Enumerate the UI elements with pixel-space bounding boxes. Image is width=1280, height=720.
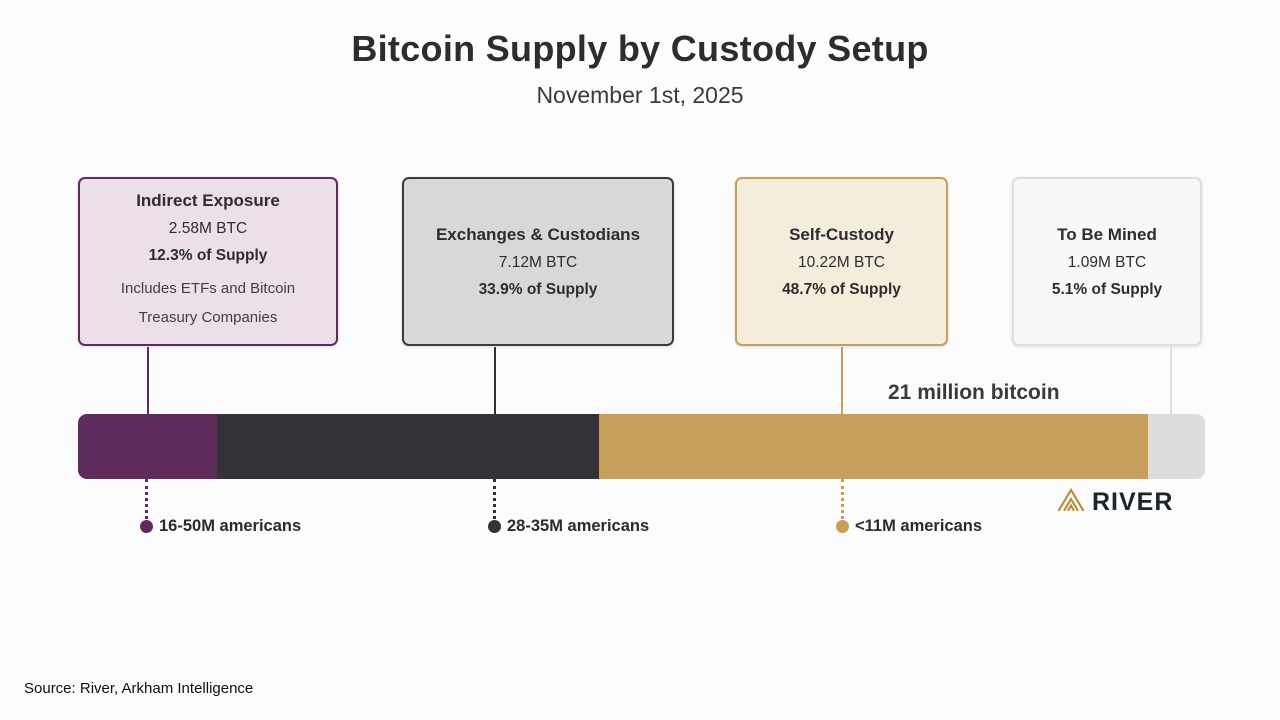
annotation-dot (488, 520, 501, 533)
card-btc-amount: 10.22M BTC (797, 253, 885, 271)
card-supply-percent: 12.3% of Supply (148, 246, 268, 264)
card-connector-line (841, 347, 843, 414)
annotation-dot (836, 520, 849, 533)
bar-segment-exchanges-custodians (216, 414, 599, 479)
card-supply-percent: 48.7% of Supply (782, 280, 901, 298)
custody-card-indirect-exposure: Indirect Exposure 2.58M BTC 12.3% of Suppl… (78, 177, 338, 346)
annotation-label: 28-35M americans (507, 517, 650, 535)
card-title: Exchanges & Custodians (435, 224, 641, 244)
river-logo: RIVER (1056, 487, 1173, 517)
page-subtitle: November 1st, 2025 (536, 82, 744, 108)
card-connector-line (1170, 347, 1172, 414)
card-btc-amount: 7.12M BTC (498, 253, 578, 271)
card-btc-amount: 1.09M BTC (1067, 253, 1147, 271)
card-title: Indirect Exposure (136, 190, 280, 210)
annotation-label: <11M americans (855, 517, 983, 535)
card-btc-amount: 2.58M BTC (168, 219, 248, 237)
card-supply-percent: 5.1% of Supply (1051, 280, 1163, 298)
supply-bar (78, 414, 1205, 479)
card-title: Self-Custody (789, 224, 894, 244)
annotation-dotted-line (841, 479, 844, 519)
bar-segment-to-be-mined (1147, 414, 1205, 479)
custody-card-exchanges-custodians: Exchanges & Custodians 7.12M BTC 33.9% of … (402, 177, 674, 346)
bar-segment-self-custody (598, 414, 1148, 479)
card-connector-line (494, 347, 496, 414)
annotation-label: 16-50M americans (159, 517, 302, 535)
annotation-dotted-line (145, 479, 148, 519)
river-mountain-icon (1056, 487, 1086, 517)
page-title: Bitcoin Supply by Custody Setup (351, 28, 929, 69)
card-supply-percent: 33.9% of Supply (478, 280, 598, 298)
card-connector-line (147, 347, 149, 414)
total-supply-label: 21 million bitcoin (888, 381, 1060, 404)
river-logo-text: RIVER (1092, 487, 1174, 516)
card-title: To Be Mined (1057, 224, 1157, 244)
annotation-dotted-line (493, 479, 496, 519)
annotation-dot (140, 520, 153, 533)
custody-card-self-custody: Self-Custody 10.22M BTC 48.7% of Supply (735, 177, 948, 346)
source-attribution: Source: River, Arkham Intelligence (24, 680, 254, 697)
card-note: Includes ETFs and Bitcoin Treasury Compa… (120, 279, 296, 326)
bar-segment-indirect-exposure (78, 414, 217, 479)
custody-card-to-be-mined: To Be Mined 1.09M BTC 5.1% of Supply (1012, 177, 1202, 346)
